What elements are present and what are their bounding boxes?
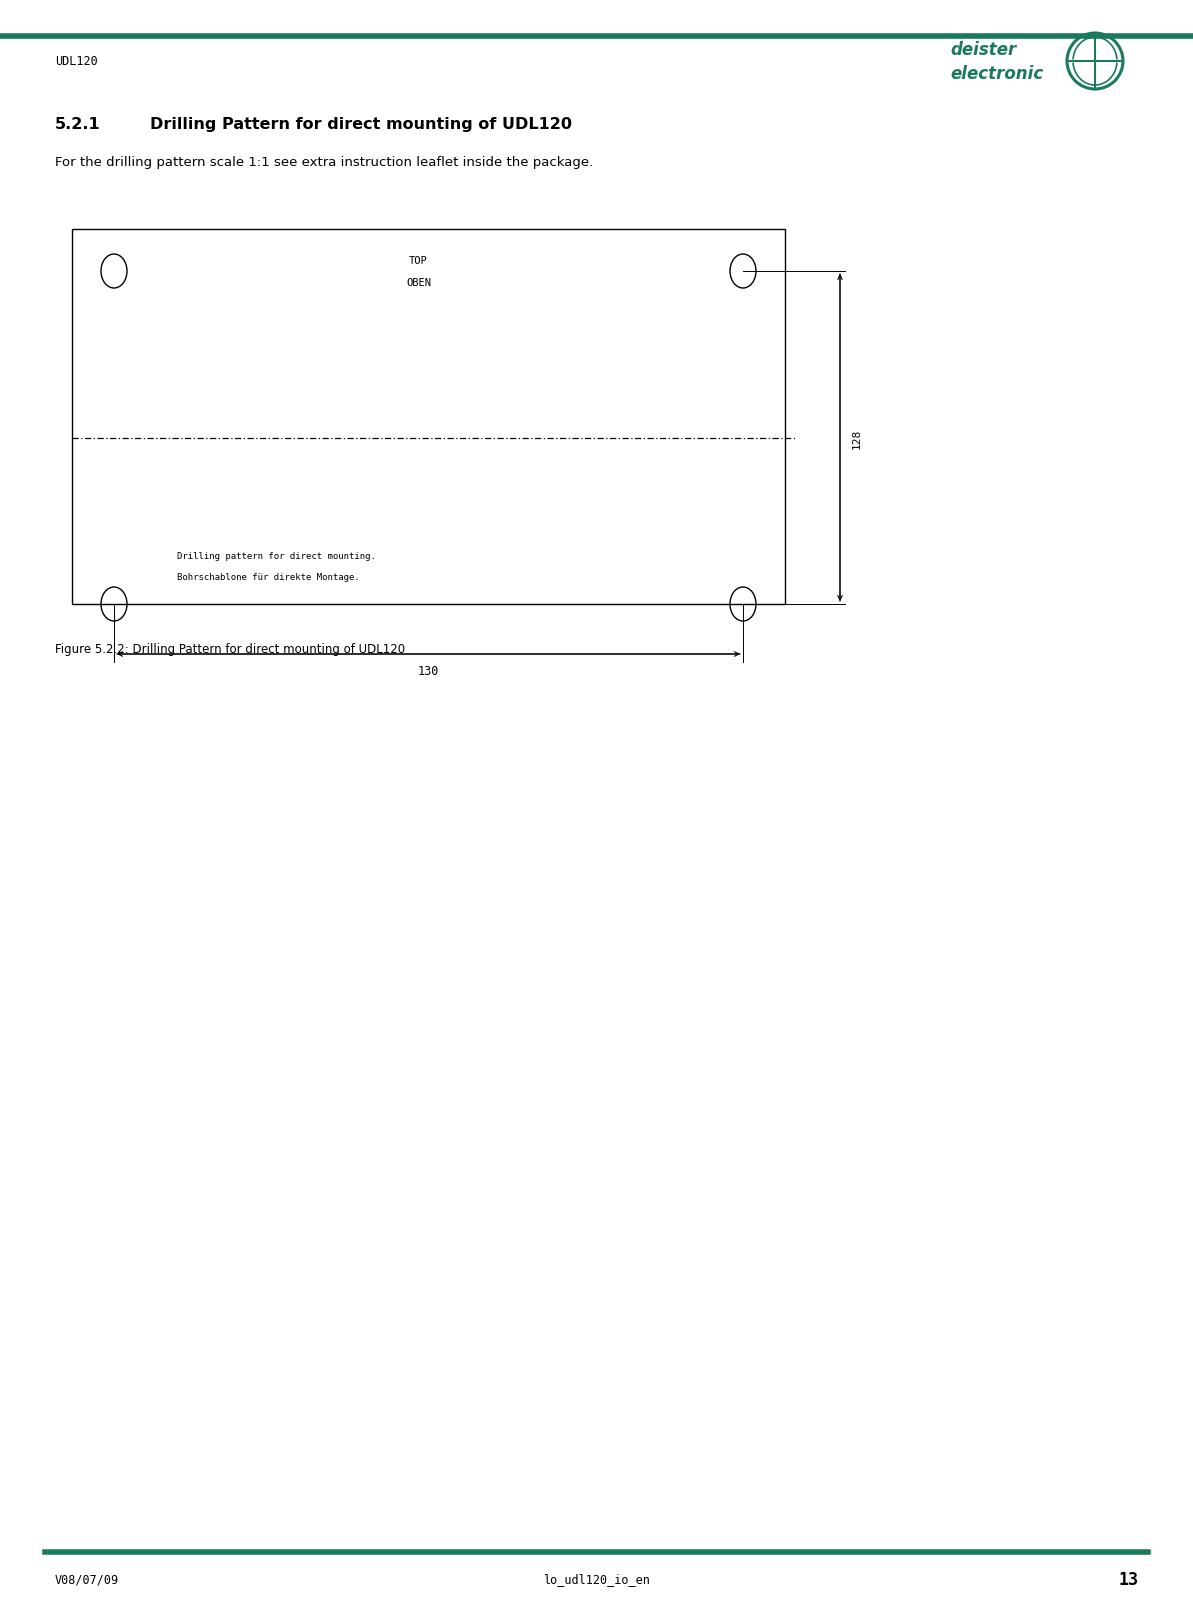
Text: lo_udl120_io_en: lo_udl120_io_en bbox=[543, 1572, 650, 1585]
Text: electronic: electronic bbox=[950, 65, 1043, 82]
Text: TOP: TOP bbox=[409, 257, 428, 266]
Bar bbox=[72, 229, 785, 605]
Text: 130: 130 bbox=[418, 665, 439, 678]
Text: 5.2.1: 5.2.1 bbox=[55, 118, 100, 132]
Text: 128: 128 bbox=[852, 428, 863, 449]
Text: Drilling Pattern for direct mounting of UDL120: Drilling Pattern for direct mounting of … bbox=[150, 118, 571, 132]
Text: Figure 5.2.2: Drilling Pattern for direct mounting of UDL120: Figure 5.2.2: Drilling Pattern for direc… bbox=[55, 642, 406, 657]
Text: 13: 13 bbox=[1118, 1570, 1138, 1588]
Text: For the drilling pattern scale 1:1 see extra instruction leaflet inside the pack: For the drilling pattern scale 1:1 see e… bbox=[55, 157, 593, 169]
Text: OBEN: OBEN bbox=[406, 278, 431, 287]
Text: Drilling pattern for direct mounting.: Drilling pattern for direct mounting. bbox=[177, 552, 376, 560]
Text: Bohrschablone für direkte Montage.: Bohrschablone für direkte Montage. bbox=[177, 573, 360, 581]
Text: deister: deister bbox=[950, 40, 1016, 60]
Text: V08/07/09: V08/07/09 bbox=[55, 1572, 119, 1585]
Text: UDL120: UDL120 bbox=[55, 55, 98, 68]
